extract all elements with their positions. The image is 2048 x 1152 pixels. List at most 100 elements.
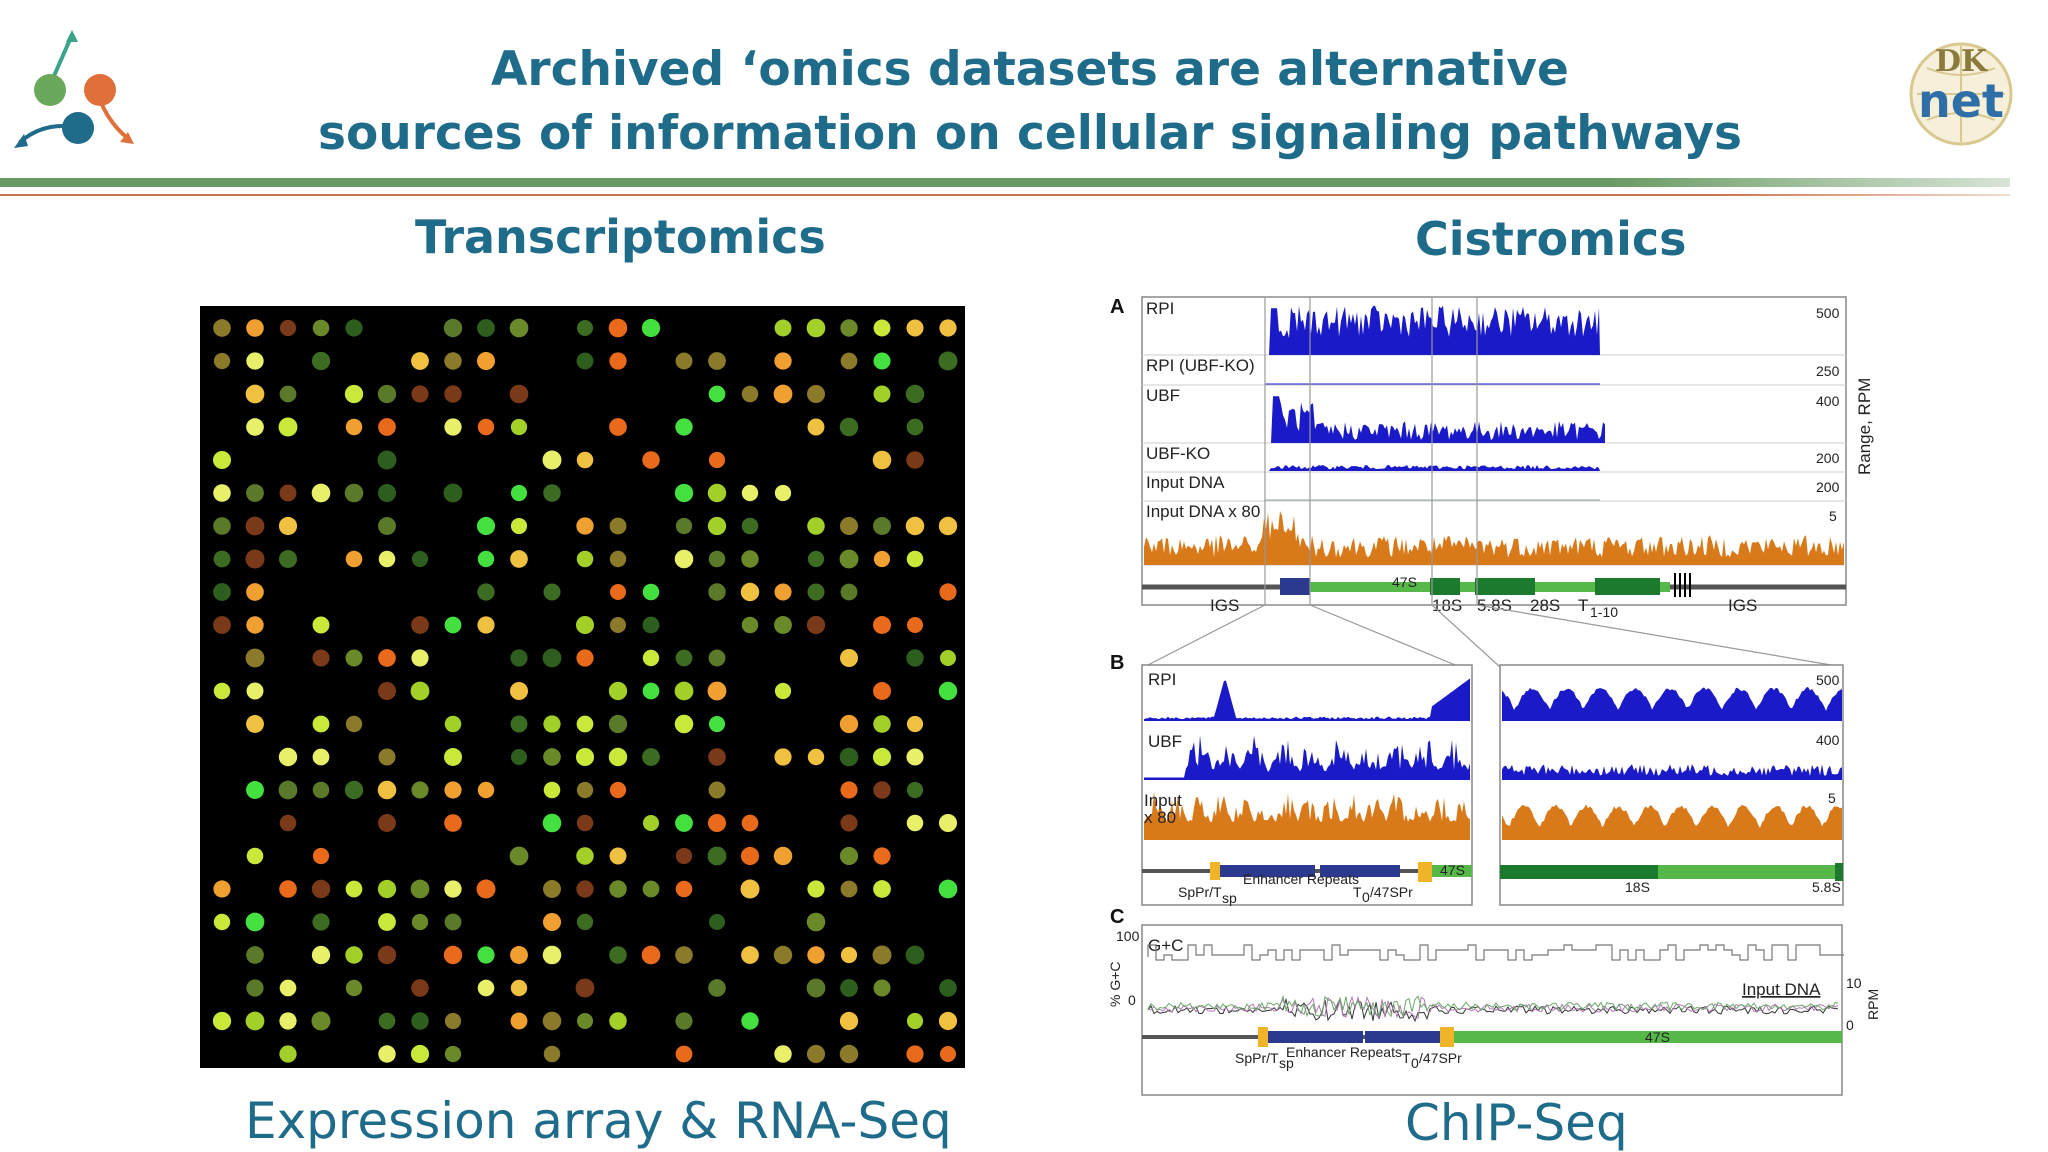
- array-spot: [608, 747, 628, 767]
- array-spot: [774, 682, 792, 700]
- array-spot: [938, 879, 958, 899]
- array-spot: [410, 879, 430, 899]
- array-spot: [345, 715, 363, 733]
- array-spot: [674, 681, 694, 701]
- array-spot: [510, 649, 528, 667]
- array-spot: [905, 384, 925, 404]
- array-spot: [542, 813, 562, 833]
- panel-b-label-sppr-sub: sp: [1222, 890, 1237, 906]
- panel-b-rpi-signal: [1144, 678, 1470, 721]
- panel-c-ytick-100: 100: [1116, 928, 1140, 944]
- array-spot: [609, 418, 627, 436]
- panel-b-label-t0-sub: 0: [1362, 889, 1370, 905]
- array-spot: [740, 582, 760, 602]
- array-spot: [246, 847, 264, 865]
- array-spot: [906, 715, 924, 733]
- array-spot: [741, 550, 759, 568]
- array-spot: [312, 649, 330, 667]
- array-spot: [642, 649, 660, 667]
- track-label-rpi-ubfko: RPI (UBF-KO): [1146, 356, 1255, 375]
- array-spot: [411, 649, 429, 667]
- gene-label-5-8s: 5.8S: [1477, 596, 1512, 615]
- panel-c-rpm-axis: RPM: [1865, 989, 1881, 1020]
- array-spot: [378, 682, 396, 700]
- array-spot: [509, 846, 529, 866]
- array-spot: [906, 418, 924, 436]
- array-spot: [378, 1045, 396, 1063]
- array-spot: [411, 352, 429, 370]
- array-spot: [939, 319, 957, 337]
- array-spot: [245, 1011, 265, 1031]
- array-spot: [675, 880, 693, 898]
- array-spot: [575, 747, 595, 767]
- array-spot: [443, 483, 463, 503]
- array-spot: [873, 550, 891, 568]
- array-spot: [707, 681, 727, 701]
- array-spot: [675, 352, 693, 370]
- array-spot: [543, 484, 561, 502]
- array-spot: [674, 549, 694, 569]
- array-spot: [674, 483, 694, 503]
- array-spot: [905, 945, 925, 965]
- array-spot: [609, 616, 627, 634]
- array-spot: [839, 549, 859, 569]
- panel-b-track-x80: x 80: [1144, 808, 1176, 827]
- array-spot: [246, 946, 264, 964]
- logo-right-top-text: DK: [1934, 44, 1988, 79]
- array-spot: [938, 813, 958, 833]
- array-spot: [642, 682, 660, 700]
- array-spot: [806, 384, 826, 404]
- array-spot: [477, 583, 495, 601]
- array-spot: [773, 945, 793, 965]
- array-spot: [212, 450, 232, 470]
- array-spot: [411, 913, 429, 931]
- array-spot: [411, 1012, 429, 1030]
- array-spot: [773, 384, 793, 404]
- array-spot: [608, 318, 628, 338]
- array-spot: [377, 384, 397, 404]
- array-spot: [476, 879, 496, 899]
- array-spot: [312, 847, 330, 865]
- array-spot: [740, 846, 760, 866]
- range-axis-label: Range, RPM: [1855, 378, 1874, 475]
- microarray-image: [200, 306, 965, 1068]
- array-spot: [411, 979, 429, 997]
- array-spot: [245, 549, 265, 569]
- panel-c-label-t0-sub: 0: [1411, 1055, 1419, 1071]
- array-spot: [774, 1045, 792, 1063]
- array-spot: [246, 319, 264, 337]
- array-spot: [345, 649, 363, 667]
- array-spot: [707, 846, 727, 866]
- array-spot: [213, 616, 231, 634]
- array-spot: [873, 352, 891, 370]
- array-spot: [873, 616, 891, 634]
- track-ubf-signal: [1265, 396, 1605, 443]
- array-spot: [543, 748, 561, 766]
- array-spot: [708, 748, 726, 766]
- array-spot: [707, 483, 727, 503]
- array-spot: [675, 1045, 693, 1063]
- track-label-ubfko: UBF-KO: [1146, 444, 1210, 463]
- array-spot: [213, 550, 231, 568]
- array-spot: [477, 781, 495, 799]
- array-spot: [510, 517, 528, 535]
- gene-label-47s: 47S: [1392, 574, 1417, 590]
- array-spot: [444, 1045, 462, 1063]
- array-spot: [807, 418, 825, 436]
- array-spot: [378, 1012, 396, 1030]
- array-spot: [576, 1012, 594, 1030]
- array-spot: [840, 880, 858, 898]
- array-spot: [741, 814, 759, 832]
- track-label-input: Input DNA: [1146, 473, 1225, 492]
- array-spot: [279, 319, 297, 337]
- panel-a-label: A: [1110, 296, 1124, 318]
- array-spot: [378, 748, 396, 766]
- array-spot: [872, 450, 892, 470]
- array-spot: [839, 516, 859, 536]
- track-label-rpi: RPI: [1146, 299, 1174, 318]
- array-spot: [312, 319, 330, 337]
- array-spot: [675, 1012, 693, 1030]
- array-spot: [576, 715, 594, 733]
- array-spot: [312, 781, 330, 799]
- array-spot: [741, 517, 759, 535]
